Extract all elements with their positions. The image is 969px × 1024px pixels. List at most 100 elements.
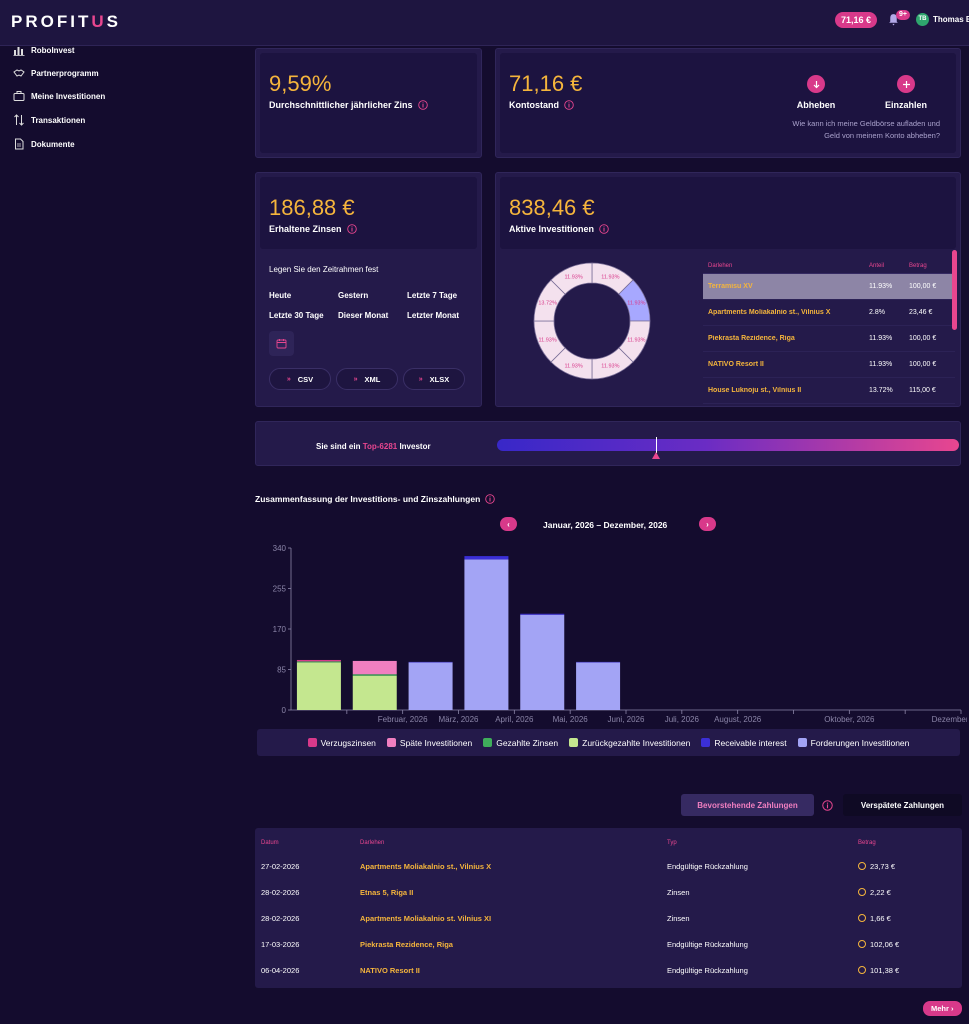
payment-loan[interactable]: NATIVO Resort II — [360, 966, 420, 975]
loan-name: House Luknoju st., Vilnius II — [708, 387, 802, 394]
more-button[interactable]: Mehr › — [923, 1001, 962, 1016]
summary-title: Zusammenfassung der Investitions- und Zi… — [255, 494, 496, 504]
sidebar-item-roboinvest[interactable]: RoboInvest — [13, 43, 75, 57]
top-bar: PROFITUS 71,16 € 9+ TB Thomas B — [0, 0, 969, 46]
table-row[interactable]: Apartments Moliakalnio st., Vilnius X 2.… — [703, 300, 955, 326]
legend-item[interactable]: Forderungen Investitionen — [797, 738, 909, 748]
payment-loan[interactable]: Apartments Moliakalnio st., Vilnius X — [360, 862, 492, 871]
clock-icon — [858, 966, 866, 974]
timeframe-yesterday[interactable]: Gestern — [338, 291, 369, 300]
table-scrollbar[interactable] — [952, 250, 957, 330]
tab-late-payments[interactable]: Verspätete Zahlungen — [843, 794, 962, 816]
info-icon[interactable] — [599, 224, 609, 234]
account-balance-panel — [500, 53, 956, 153]
rank-pointer-icon — [652, 452, 661, 459]
user-name[interactable]: Thomas B — [933, 15, 969, 24]
donut-slice[interactable] — [550, 262, 593, 295]
payment-loan[interactable]: Etnas 5, Riga II — [360, 888, 414, 897]
chart-bars-icon — [13, 47, 25, 56]
column-header-date: Datum — [261, 840, 279, 846]
info-icon[interactable] — [485, 494, 496, 504]
donut-slice-label: 11.93% — [565, 275, 583, 281]
timeframe-last-30-days[interactable]: Letzte 30 Tage — [269, 311, 324, 320]
payment-type: Zinsen — [667, 914, 690, 923]
legend-item[interactable]: Verzugszinsen — [307, 738, 376, 748]
bar-segment[interactable] — [352, 675, 397, 710]
upcoming-payments-table: Datum Darlehen Typ Betrag 27-02-2026 Apa… — [255, 828, 962, 988]
table-row[interactable]: 17-03-2026 Piekrasta Rezidence, Riga End… — [255, 940, 962, 966]
legend-item[interactable]: Gezahlte Zinsen — [483, 738, 558, 748]
calendar-button[interactable] — [269, 331, 294, 356]
info-icon[interactable] — [822, 800, 833, 811]
rank-prefix: Sie sind ein — [316, 442, 363, 451]
sidebar-item-transaktionen[interactable]: Transaktionen — [13, 113, 85, 127]
wallet-help-link[interactable]: Wie kann ich meine Geldbörse aufladen un… — [760, 118, 940, 142]
payment-loan[interactable]: Apartments Moliakalnio st. Vilnius XI — [360, 914, 492, 923]
download-xml-button[interactable]: » XML — [336, 368, 398, 390]
info-icon[interactable] — [564, 100, 574, 110]
sidebar-item-partnerprogramm[interactable]: Partnerprogramm — [13, 66, 99, 80]
payment-date: 28-02-2026 — [261, 888, 300, 897]
donut-slice-label: 11.93% — [601, 275, 619, 281]
y-tick-label: 170 — [273, 625, 287, 634]
account-balance-label-text: Kontostand — [509, 100, 559, 110]
bar-segment[interactable] — [296, 662, 341, 710]
table-row[interactable]: 28-02-2026 Etnas 5, Riga II Zinsen 2,22 … — [255, 888, 962, 914]
sidebar-item-meine-investitionen[interactable]: Meine Investitionen — [13, 89, 105, 103]
interest-received-value: 186,88 € — [269, 195, 355, 220]
bar-segment[interactable] — [520, 614, 565, 710]
bell-icon[interactable] — [887, 13, 900, 26]
donut-slice-label: 11.93% — [627, 301, 645, 307]
table-row[interactable]: 06-04-2026 NATIVO Resort II Endgültige R… — [255, 966, 962, 992]
download-xlsx-button[interactable]: » XLSX — [403, 368, 465, 390]
table-row[interactable]: 27-02-2026 Apartments Moliakalnio st., V… — [255, 862, 962, 888]
tab-upcoming-payments[interactable]: Bevorstehende Zahlungen — [681, 794, 814, 816]
table-row[interactable]: Piekrasta Rezidence, Riga 11.93% 100,00 … — [703, 326, 955, 352]
payment-type: Endgültige Rückzahlung — [667, 862, 748, 871]
chart-legend: Verzugszinsen Späte Investitionen Gezahlte… — [257, 729, 960, 756]
bar-segment[interactable] — [576, 662, 621, 710]
bar-segment[interactable] — [296, 659, 341, 662]
double-chevron-down-icon: » — [418, 375, 423, 383]
bar-segment[interactable] — [464, 559, 509, 710]
bar-segment[interactable] — [408, 662, 453, 710]
bar-segment[interactable] — [464, 556, 509, 560]
legend-item[interactable]: Späte Investitionen — [386, 738, 472, 748]
info-icon[interactable] — [417, 100, 428, 110]
loan-share: 11.93% — [869, 335, 893, 342]
sidebar-item-dokumente[interactable]: Dokumente — [13, 137, 75, 151]
table-row[interactable]: NATIVO Resort II 11.93% 100,00 € — [703, 352, 955, 378]
column-header-share: Anteil — [869, 262, 885, 269]
active-investments-label-text: Aktive Investitionen — [509, 224, 595, 234]
investments-donut-chart[interactable]: 11.93% 11.93% 11.93% 11.93% 11.93% 11.93% 13.7… — [532, 261, 652, 381]
legend-item[interactable]: Receivable interest — [701, 738, 787, 748]
table-row[interactable]: 28-02-2026 Apartments Moliakalnio st. Vi… — [255, 914, 962, 940]
legend-item[interactable]: Zurückgezahlte Investitionen — [569, 738, 690, 748]
timeframe-last-month[interactable]: Letzter Monat — [407, 311, 459, 320]
loan-share: 11.93% — [869, 361, 893, 368]
payment-loan[interactable]: Piekrasta Rezidence, Riga — [360, 940, 453, 949]
clock-icon — [858, 862, 866, 870]
donut-slice-label: 11.93% — [601, 363, 619, 369]
double-chevron-down-icon: » — [353, 375, 358, 383]
prev-period-button[interactable]: ‹ — [500, 517, 517, 531]
timeframe-last-7-days[interactable]: Letzte 7 Tage — [407, 291, 458, 300]
loan-name: Piekrasta Rezidence, Riga — [708, 335, 795, 342]
bar-segment[interactable] — [352, 660, 397, 675]
avatar[interactable]: TB — [916, 13, 929, 26]
timeframe-today[interactable]: Heute — [269, 291, 292, 300]
bar-segment[interactable] — [352, 674, 397, 676]
timeframe-this-month[interactable]: Dieser Monat — [338, 311, 389, 320]
info-icon[interactable] — [346, 224, 357, 234]
deposit-button[interactable]: Einzahlen — [876, 75, 936, 110]
balance-badge[interactable]: 71,16 € — [835, 12, 878, 28]
download-csv-button[interactable]: » CSV — [269, 368, 331, 390]
interest-received-label-text: Erhaltene Zinsen — [269, 224, 342, 234]
table-row[interactable]: House Luknoju st., Vilnius II 13.72% 115… — [703, 378, 955, 404]
bar-segment[interactable] — [520, 613, 565, 615]
bar-segment[interactable] — [296, 661, 341, 663]
table-row[interactable]: Terramisu XV 11.93% 100,00 € — [703, 274, 955, 300]
withdraw-button[interactable]: Abheben — [786, 75, 846, 110]
profitus-logo[interactable]: PROFITUS — [11, 12, 121, 31]
next-period-button[interactable]: › — [699, 517, 716, 531]
